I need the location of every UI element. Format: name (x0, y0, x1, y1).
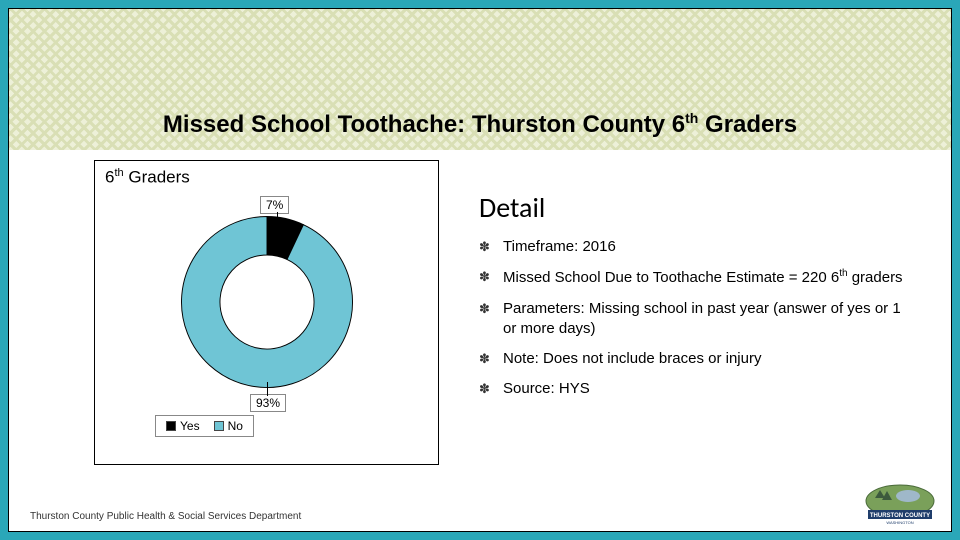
detail-item-3: Note: Does not include braces or injury (479, 349, 911, 369)
detail-panel: Detail Timeframe: 2016 Missed School Due … (479, 190, 911, 410)
chart-title: 6th Graders (95, 161, 438, 190)
slice-label-yes: 7% (260, 196, 289, 214)
detail-list: Timeframe: 2016 Missed School Due to Toot… (479, 237, 911, 400)
legend-label: Yes (180, 419, 200, 433)
donut-chart: 7% 93% (95, 190, 438, 415)
leader-line-yes (277, 212, 278, 226)
chart-panel: 6th Graders 7% 93% Yes No (94, 160, 439, 465)
chart-legend: Yes No (155, 415, 254, 437)
legend-item-yes: Yes (166, 419, 200, 433)
legend-swatch (214, 421, 224, 431)
leader-line-no (267, 382, 268, 396)
detail-item-2: Parameters: Missing school in past year … (479, 299, 911, 340)
legend-label: No (228, 419, 243, 433)
detail-item-0: Timeframe: 2016 (479, 237, 911, 257)
detail-item-4: Source: HYS (479, 379, 911, 399)
footer-text: Thurston County Public Health & Social S… (30, 511, 301, 522)
donut-slice-no (181, 217, 352, 388)
slice-label-no: 93% (250, 394, 286, 412)
detail-item-1: Missed School Due to Toothache Estimate … (479, 267, 911, 288)
svg-text:THURSTON COUNTY: THURSTON COUNTY (870, 513, 930, 519)
legend-swatch (166, 421, 176, 431)
slide-title: Missed School Toothache: Thurston County… (0, 110, 960, 139)
legend-item-no: No (214, 419, 243, 433)
thurston-county-logo: THURSTON COUNTY WASHINGTON (860, 476, 940, 526)
content-area: 6th Graders 7% 93% Yes No Detail Timefram… (9, 150, 951, 531)
svg-text:WASHINGTON: WASHINGTON (886, 520, 913, 525)
detail-heading: Detail (479, 190, 911, 225)
